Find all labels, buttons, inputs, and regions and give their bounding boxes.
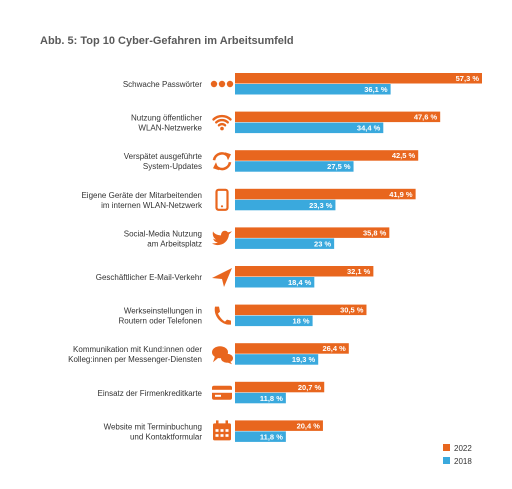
category-label: Kolleg:innen per Messenger-Diensten — [68, 355, 202, 364]
category-label: Schwache Passwörter — [123, 80, 202, 89]
bar-2018 — [235, 161, 354, 172]
legend-swatch — [443, 457, 450, 464]
category-label: Social-Media Nutzung — [124, 229, 202, 238]
data-label: 35,8 % — [363, 228, 387, 237]
smartphone-icon — [215, 188, 229, 211]
category-label: Eigene Geräte der Mitarbeitenden — [81, 191, 202, 200]
bar-2022 — [235, 188, 416, 200]
category-label: Verspätet ausgeführte — [124, 152, 203, 161]
bar-2018 — [235, 392, 286, 404]
bar-2022 — [235, 111, 441, 123]
category-label: am Arbeitsplatz — [147, 239, 202, 248]
data-label: 11,8 % — [260, 394, 283, 403]
chart-row: Einsatz der Firmenkreditkarte 20,7 % 11,8 … — [98, 381, 325, 404]
data-label: 27,5 % — [327, 162, 351, 171]
bar-2022 — [235, 343, 349, 354]
bar-2022 — [235, 381, 325, 393]
chart-row: Schwache Passwörter 57,3 % 36,1 % — [123, 73, 482, 95]
refresh-icon — [212, 152, 232, 171]
category-label: Kommunikation mit Kund:innen oder — [73, 345, 202, 354]
bar-2018 — [235, 84, 391, 95]
data-label: 23,3 % — [309, 201, 333, 210]
bar-2018 — [235, 122, 384, 134]
chart-rows: Schwache Passwörter 57,3 % 36,1 % Nutzung ö… — [68, 73, 482, 442]
bar-2022 — [235, 266, 374, 277]
category-label: Nutzung öffentlicher — [131, 114, 202, 123]
data-label: 23 % — [314, 239, 331, 248]
bar-2018 — [235, 354, 319, 365]
bar-2022 — [235, 304, 367, 316]
bar-2018 — [235, 277, 315, 288]
legend-swatch — [443, 444, 450, 451]
legend-label: 2022 — [454, 444, 472, 453]
chart-row: Geschäftlicher E-Mail-Verkehr 32,1 % 18,4 … — [96, 266, 374, 288]
data-label: 30,5 % — [340, 306, 364, 315]
legend-item: 2018 — [443, 457, 472, 466]
data-label: 20,7 % — [298, 383, 322, 392]
data-label: 42,5 % — [392, 151, 416, 160]
data-label: 20,4 % — [297, 421, 321, 430]
bar-2022 — [235, 150, 419, 161]
data-label: 57,3 % — [456, 74, 480, 83]
data-label: 18,4 % — [288, 278, 312, 287]
bar-2022 — [235, 227, 390, 238]
bar-2018 — [235, 238, 335, 249]
data-label: 34,4 % — [357, 124, 381, 133]
data-label: 41,9 % — [389, 190, 413, 199]
wifi-icon — [212, 114, 232, 131]
paper-plane-icon — [212, 268, 232, 287]
category-label: WLAN-Netzwerke — [138, 124, 202, 133]
bar-2018 — [235, 315, 313, 327]
category-label: Werkseinstellungen in — [124, 307, 202, 316]
data-label: 19,3 % — [292, 355, 316, 364]
dots-icon — [210, 80, 234, 88]
legend: 2022 2018 — [443, 444, 472, 466]
chart-row: Kommunikation mit Kund:innen oderKolleg:… — [68, 343, 349, 365]
category-label: Website mit Terminbuchung — [104, 422, 202, 431]
category-label: System-Updates — [143, 162, 202, 171]
category-label: Geschäftlicher E-Mail-Verkehr — [96, 273, 203, 282]
data-label: 47,6 % — [414, 113, 438, 122]
category-label: Einsatz der Firmenkreditkarte — [98, 389, 203, 398]
bar-2022 — [235, 73, 482, 84]
chat-bubbles-icon — [212, 346, 233, 365]
bar-2018 — [235, 431, 286, 442]
twitter-bird-icon — [212, 230, 232, 246]
bar-2018 — [235, 199, 336, 211]
category-label: und Kontaktformular — [130, 432, 202, 441]
credit-card-icon — [212, 385, 232, 400]
phone-icon — [214, 306, 231, 325]
legend-label: 2018 — [454, 457, 472, 466]
data-label: 11,8 % — [260, 432, 283, 441]
data-label: 26,4 % — [322, 344, 346, 353]
legend-item: 2022 — [443, 444, 472, 453]
bar-2022 — [235, 420, 323, 431]
category-label: Routern oder Telefonen — [119, 317, 202, 326]
data-label: 36,1 % — [364, 85, 388, 94]
calendar-icon — [213, 420, 231, 441]
chart-title: Abb. 5: Top 10 Cyber-Gefahren im Arbeits… — [40, 35, 294, 47]
data-label: 32,1 % — [347, 267, 371, 276]
data-label: 18 % — [292, 317, 309, 326]
category-label: im internen WLAN-Netzwerk — [101, 201, 203, 210]
